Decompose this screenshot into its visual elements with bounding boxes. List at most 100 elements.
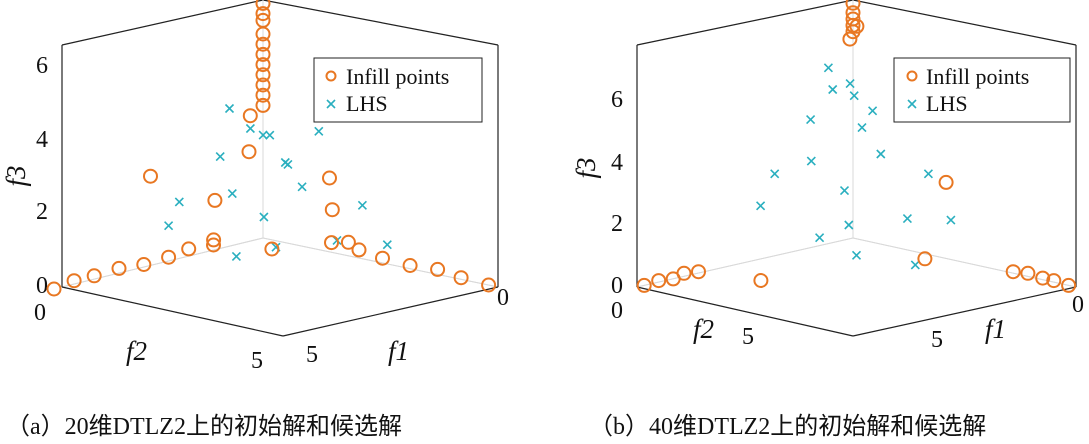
panel-b-lhs-point — [806, 115, 816, 125]
panel-b-lhs-point — [806, 156, 816, 166]
panel-b-infill-point — [753, 273, 769, 288]
panel-a-infill-point — [255, 0, 271, 11]
panel-a-infill-point — [161, 249, 177, 265]
panel-a-legend-box — [313, 57, 483, 123]
panel-a-f2-tick: 0 — [34, 300, 46, 326]
panel-b-infill-point — [676, 265, 692, 281]
panel-b-lhs-point — [756, 201, 766, 211]
panel-a-lhs-point — [382, 240, 392, 250]
panel-b-top-edge-left — [636, 0, 854, 46]
panel-b-lhs-point — [876, 149, 886, 159]
panel-b-lhs-point — [770, 169, 780, 179]
panel-a-lhs-point — [297, 182, 307, 192]
panel-b-infill-point — [1020, 265, 1036, 281]
panel-a-data-points — [46, 0, 497, 297]
panel-a-lhs-point — [283, 159, 293, 169]
panel-a-lhs-point — [174, 197, 184, 207]
panel-a-lhs-point — [224, 103, 235, 114]
panel-a-infill-point — [453, 270, 469, 286]
panel-a-f2-axis-label: f2 — [126, 336, 147, 366]
panel-a-top-edge-left — [61, 0, 264, 46]
panel-a-infill-point — [255, 77, 271, 93]
panel-a-infill-point — [255, 97, 271, 113]
panel-a-lhs-point — [164, 221, 174, 231]
panel-a: 0 2 4 6 0 5 5 0 f3 f2 f1 Infill points — [1, 0, 509, 440]
panel-a-infill-point — [322, 170, 337, 186]
panel-a-back-wall-left — [61, 0, 264, 288]
panel-a-infill-point — [255, 46, 271, 62]
panel-b-lhs-point — [844, 220, 854, 230]
panel-a-f1-axis — [282, 286, 499, 337]
panel-b: 0 2 4 6 0 5 5 0 f3 f2 f1 Infill points L… — [571, 0, 1084, 440]
panel-b-infill-point — [651, 273, 667, 289]
panel-b-f2-tick: 0 — [611, 298, 623, 324]
panel-b-infill-point — [691, 264, 706, 280]
panel-b-lhs-point — [851, 250, 862, 260]
panel-b-caption: （b）40维DTLZ2上的初始解和候选解 — [589, 413, 986, 440]
panel-a-infill-point — [206, 232, 222, 248]
panel-a-legend-lhs-label: LHS — [346, 91, 388, 116]
panel-a-infill-point — [255, 87, 271, 103]
panel-a-infill-point — [255, 26, 271, 42]
panel-a-back-wall-right — [262, 0, 499, 288]
panel-b-z-tick: 4 — [611, 150, 623, 176]
panel-b-lhs-point — [839, 186, 850, 196]
panel-a-lhs-point — [245, 123, 255, 134]
panel-a-caption: （a）20维DTLZ2上的初始解和候选解 — [6, 413, 402, 440]
panel-a-infill-point — [46, 281, 62, 297]
panel-b-infill-point — [842, 31, 858, 47]
panel-b-lhs-point — [845, 79, 855, 89]
panel-b-f1-axis-label: f1 — [985, 314, 1006, 344]
panel-b-z-axis-label: f3 — [571, 157, 601, 178]
panel-b-lhs-point — [815, 233, 825, 243]
panel-a-z-tick: 0 — [36, 273, 48, 299]
panel-a-legend-infill-label: Infill points — [346, 64, 449, 89]
panel-a-infill-point — [264, 241, 280, 257]
panel-a-top-edge-right — [262, 0, 499, 46]
panel-b-lhs-point — [857, 123, 867, 133]
panel-b-z-tick: 2 — [611, 211, 623, 237]
panel-a-infill-point — [66, 273, 82, 289]
panel-b-z-tick: 0 — [611, 273, 623, 299]
panel-a-lhs-point — [259, 212, 269, 222]
panel-b-f2-tick: 5 — [742, 324, 754, 350]
panel-b-legend-lhs-marker — [907, 99, 917, 109]
panel-a-infill-point — [324, 235, 339, 251]
panel-a-infill-point — [111, 260, 127, 276]
panel-b-lhs-point — [902, 214, 912, 224]
panel-a-floor — [61, 237, 499, 337]
panel-a-lhs-point — [231, 251, 241, 261]
panel-a-lhs-point — [314, 126, 324, 136]
panel-b-legend: Infill points LHS — [893, 57, 1071, 123]
panel-a-f1-axis-label: f1 — [388, 336, 409, 366]
panel-b-infill-point — [845, 0, 861, 11]
panel-b-lhs-point — [923, 169, 933, 179]
panel-b-infill-point — [917, 251, 933, 267]
panel-b-back-wall-left — [636, 0, 854, 288]
panel-a-infill-point — [241, 144, 257, 160]
panel-a-z-axis-label: f3 — [1, 165, 31, 186]
panel-a-infill-point — [242, 108, 258, 124]
panel-b-lhs-point — [910, 260, 920, 270]
panel-b-legend-box — [893, 57, 1071, 123]
panel-a-infill-point — [255, 36, 271, 52]
panel-a-infill-point — [402, 258, 418, 273]
panel-a-f2-axis — [61, 286, 284, 337]
panel-a-infill-point — [351, 242, 367, 258]
panel-b-infill-point — [1005, 264, 1021, 280]
panel-a-infill-point — [324, 202, 340, 218]
panel-a-f1-tick: 5 — [306, 342, 318, 368]
panel-b-legend-lhs-label: LHS — [926, 91, 968, 116]
panel-a-legend: Infill points LHS — [313, 57, 483, 123]
panel-b-f2-axis — [636, 286, 854, 337]
panel-a-legend-lhs-marker — [326, 99, 336, 109]
panel-b-infill-point — [938, 174, 954, 190]
panel-a-infill-point — [136, 257, 152, 272]
panel-a-infill-point — [340, 234, 356, 250]
panel-b-infill-point — [636, 277, 652, 293]
panel-a-infill-point — [481, 277, 497, 293]
panel-a-lhs-point — [265, 130, 275, 140]
panel-a-infill-point — [430, 261, 446, 277]
